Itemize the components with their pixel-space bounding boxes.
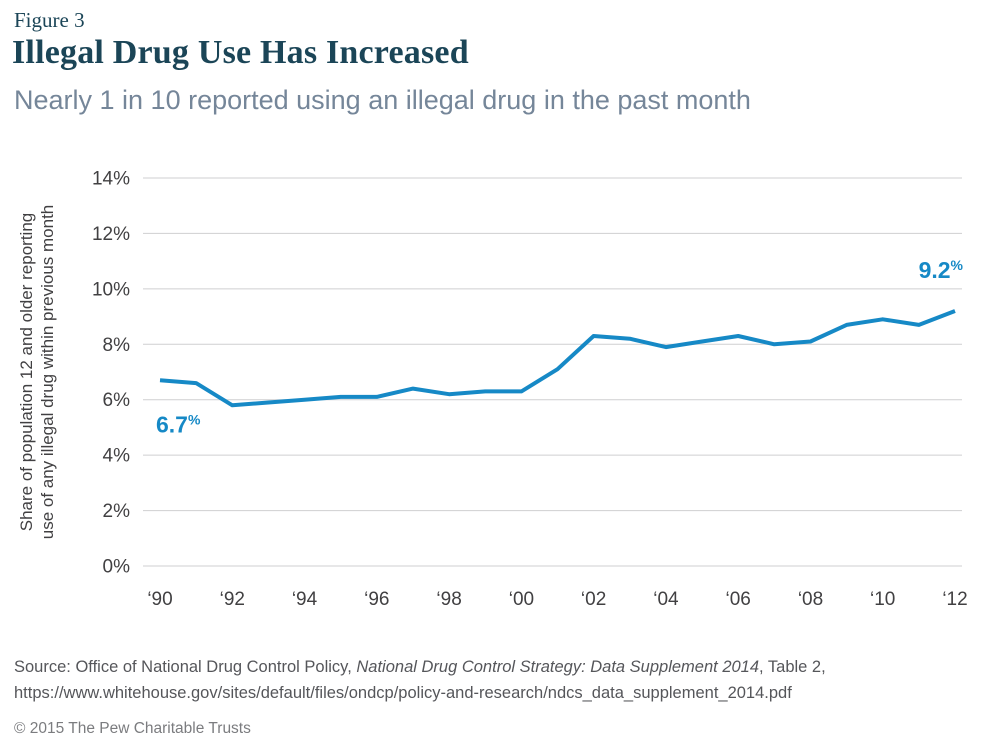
x-tick-label: ‘92 <box>220 589 245 610</box>
line-chart: 0% 2% 4% 6% 8% 10% 12% 14% ‘90 ‘92 ‘94 ‘96 ‘98 ‘00 ‘02… <box>92 169 968 611</box>
y-tick-label: 6% <box>103 390 131 411</box>
y-tick-label: 2% <box>103 501 131 522</box>
source-prefix: Source: Office of National Drug Control … <box>14 658 357 676</box>
y-tick-label: 12% <box>92 224 130 245</box>
x-tick-label: ‘12 <box>942 589 967 610</box>
x-tick-label: ‘02 <box>581 589 606 610</box>
figure-title: Illegal Drug Use Has Increased <box>12 34 469 71</box>
source-publication-title: National Drug Control Strategy: Data Sup… <box>356 658 760 676</box>
y-tick-label: 4% <box>103 446 131 467</box>
x-tick-label: ‘06 <box>726 589 751 610</box>
figure-label: Figure 3 <box>14 8 85 32</box>
x-tick-label: ‘96 <box>364 589 389 610</box>
x-tick-label: ‘94 <box>292 589 318 610</box>
y-tick-label: 8% <box>103 335 131 356</box>
y-tick-label: 0% <box>103 557 131 578</box>
x-tick-label: ‘04 <box>653 589 679 610</box>
copyright-text: © 2015 The Pew Charitable Trusts <box>14 720 251 737</box>
data-label: 6.7% <box>156 411 201 437</box>
x-tick-label: ‘00 <box>509 589 534 610</box>
source-text: Source: Office of National Drug Control … <box>14 654 972 706</box>
data-label: 9.2% <box>919 257 964 283</box>
x-tick-label: ‘90 <box>147 589 172 610</box>
source-suffix: , Table 2, https://www.whitehouse.gov/si… <box>14 658 826 702</box>
trend-line <box>159 309 956 408</box>
x-tick-label: ‘10 <box>870 589 895 610</box>
y-tick-label: 10% <box>92 279 130 300</box>
y-tick-label: 14% <box>92 169 130 190</box>
figure-subtitle: Nearly 1 in 10 reported using an illegal… <box>14 85 751 115</box>
x-tick-label: ‘98 <box>436 589 461 610</box>
x-tick-label: ‘08 <box>798 589 823 610</box>
